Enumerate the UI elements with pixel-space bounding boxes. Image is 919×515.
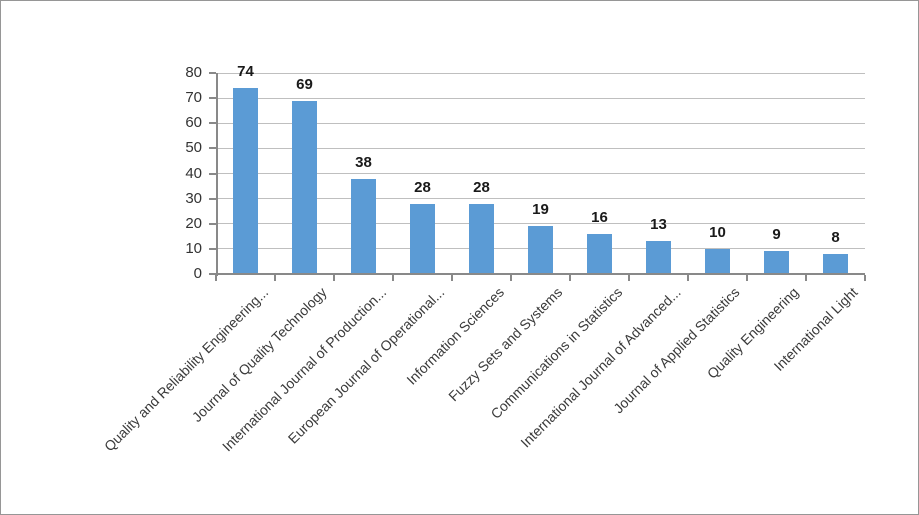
x-tick-2 — [333, 275, 335, 281]
category-label-5: Fuzzy Sets and Systems — [445, 284, 566, 405]
x-tick-10 — [805, 275, 807, 281]
y-tick-label-60: 60 — [185, 114, 202, 132]
x-tick-5 — [510, 275, 512, 281]
bar-7 — [646, 241, 671, 274]
y-tick-label-70: 70 — [185, 89, 202, 107]
y-tick-label-20: 20 — [185, 214, 202, 232]
y-tick-40 — [209, 172, 216, 175]
gridline-40 — [216, 173, 865, 174]
y-tick-10 — [209, 247, 216, 250]
gridline-60 — [216, 122, 865, 124]
value-label-1: 69 — [296, 75, 313, 93]
y-tick-label-0: 0 — [193, 265, 202, 282]
bar-1 — [292, 100, 317, 274]
bar-6 — [587, 233, 612, 274]
gridline-70 — [216, 97, 865, 99]
y-axis-line — [216, 73, 218, 276]
value-label-2: 38 — [355, 153, 372, 171]
y-tick-70 — [209, 97, 216, 100]
value-label-8: 10 — [709, 223, 726, 241]
x-tick-1 — [274, 275, 276, 281]
value-label-10: 8 — [831, 228, 840, 246]
x-tick-3 — [392, 275, 394, 281]
gridline-30 — [216, 198, 865, 200]
x-tick-8 — [687, 275, 689, 281]
y-tick-label-10: 10 — [185, 239, 202, 257]
value-label-0: 74 — [237, 63, 254, 81]
y-tick-label-50: 50 — [185, 139, 202, 157]
gridline-50 — [216, 147, 865, 149]
y-tick-50 — [209, 147, 216, 150]
value-label-5: 19 — [532, 201, 549, 219]
bar-3 — [410, 203, 435, 274]
bar-5 — [528, 226, 553, 274]
value-label-4: 28 — [473, 178, 490, 196]
x-tick-9 — [746, 275, 748, 281]
x-tick-4 — [451, 275, 453, 281]
value-label-3: 28 — [414, 178, 431, 196]
value-label-6: 16 — [591, 208, 608, 226]
value-label-9: 9 — [772, 226, 781, 244]
value-label-7: 13 — [650, 216, 667, 234]
y-tick-30 — [209, 197, 216, 200]
y-tick-label-30: 30 — [185, 189, 202, 207]
bar-0 — [233, 88, 258, 274]
y-tick-label-40: 40 — [185, 164, 202, 182]
x-axis-line — [216, 273, 865, 275]
x-tick-6 — [569, 275, 571, 281]
gridline-20 — [216, 223, 865, 225]
gridline-80 — [216, 72, 865, 74]
y-tick-60 — [209, 122, 216, 125]
y-tick-0 — [209, 273, 216, 275]
y-tick-20 — [209, 222, 216, 225]
bar-2 — [351, 178, 376, 274]
y-tick-80 — [209, 72, 216, 74]
bar-4 — [469, 203, 494, 274]
x-tick-7 — [628, 275, 630, 281]
bar-9 — [764, 251, 789, 274]
x-tick-11 — [864, 275, 866, 281]
bar-10 — [823, 253, 848, 274]
y-tick-label-80: 80 — [185, 64, 202, 81]
x-tick-0 — [215, 275, 217, 281]
bar-8 — [705, 248, 730, 274]
